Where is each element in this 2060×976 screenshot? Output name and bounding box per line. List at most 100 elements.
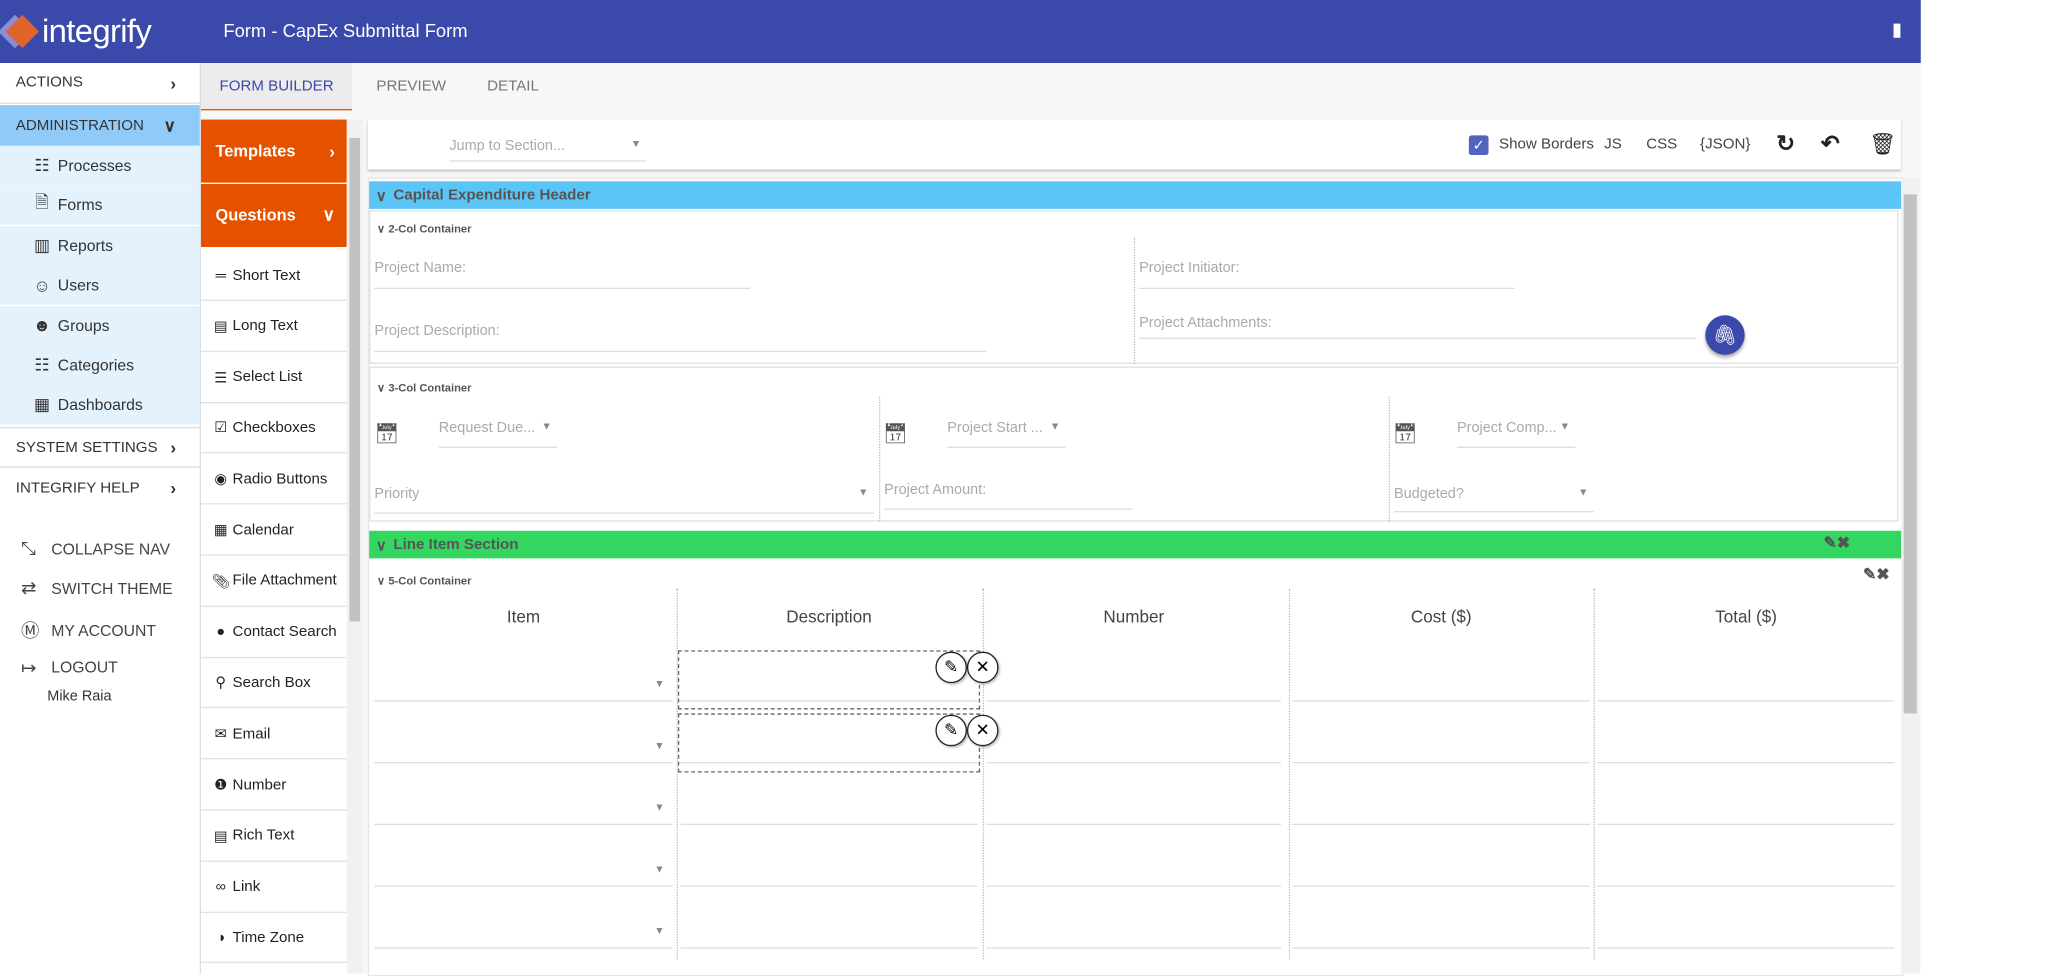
tab-form-builder[interactable]: FORM BUILDER bbox=[201, 63, 353, 112]
tab-preview[interactable]: PREVIEW bbox=[376, 78, 447, 94]
calendar-icon[interactable]: 📅︎ bbox=[882, 423, 908, 446]
form-scrollbar[interactable] bbox=[1901, 178, 1920, 974]
line-item-cell[interactable] bbox=[680, 762, 978, 764]
project-start-date-field[interactable]: Project Start ... ▼ bbox=[947, 420, 1066, 449]
line-item-cell[interactable] bbox=[680, 947, 978, 949]
sidebar-item-dashboards[interactable]: ▦ Dashboards bbox=[0, 385, 200, 425]
line-item-cell[interactable] bbox=[374, 762, 673, 764]
line-item-cell[interactable] bbox=[680, 823, 978, 826]
sidebar-item-groups[interactable]: ☻ Groups bbox=[0, 305, 200, 345]
integrify-logo[interactable]: integrify bbox=[5, 12, 152, 50]
project-name-field[interactable]: Project Name: bbox=[374, 260, 751, 290]
util-collapse-nav[interactable]: ⤡ COLLAPSE NAV bbox=[21, 537, 170, 559]
line-item-cell[interactable] bbox=[986, 885, 1281, 887]
bookmark-icon[interactable]: ▮ bbox=[1891, 18, 1903, 40]
section-header-line-item[interactable]: ∨ Line Item Section bbox=[369, 530, 1902, 559]
calendar-icon[interactable]: 📅︎ bbox=[1392, 423, 1418, 446]
show-borders-toggle[interactable]: ✓ Show Borders bbox=[1468, 120, 1594, 170]
sidebar-item-forms[interactable]: 🗎︎ Forms bbox=[0, 185, 200, 226]
question-type-email[interactable]: ✉ Email bbox=[201, 710, 347, 760]
question-type-long-text[interactable]: ▤ Long Text bbox=[201, 302, 347, 352]
nav-administration[interactable]: ADMINISTRATION ∨ bbox=[0, 105, 200, 146]
questions-scrollbar[interactable] bbox=[346, 119, 363, 974]
line-item-cell[interactable] bbox=[1597, 947, 1895, 949]
line-item-cell[interactable] bbox=[680, 885, 978, 887]
line-item-cell[interactable] bbox=[1292, 947, 1590, 949]
line-item-cell[interactable] bbox=[1597, 823, 1895, 826]
nav-integrify-help[interactable]: INTEGRIFY HELP › bbox=[0, 468, 200, 509]
selected-field-outline[interactable] bbox=[677, 713, 981, 773]
delete-field-button[interactable]: ✕ bbox=[966, 651, 999, 684]
project-amount-field[interactable]: Project Amount: bbox=[884, 482, 1133, 510]
nav-actions[interactable]: ACTIONS › bbox=[0, 63, 200, 104]
question-type-rich-text[interactable]: ▤ Rich Text bbox=[201, 812, 347, 862]
sidebar-item-categories[interactable]: ☷ Categories bbox=[0, 345, 200, 385]
question-type-file-attachment[interactable]: 📎︎ File Attachment bbox=[201, 557, 347, 607]
undo-icon[interactable]: ↶ bbox=[1820, 131, 1840, 157]
line-item-cell[interactable] bbox=[986, 762, 1281, 764]
line-item-cell[interactable] bbox=[680, 700, 978, 702]
section-header-capital[interactable]: ∨ Capital Expenditure Header bbox=[369, 181, 1902, 209]
edit-field-button[interactable]: ✎ bbox=[935, 714, 967, 747]
sidebar-item-processes[interactable]: ☷ Processes bbox=[0, 145, 200, 186]
question-type-link[interactable]: ∞ Link bbox=[201, 863, 347, 913]
priority-select[interactable]: Priority ▼ bbox=[374, 486, 874, 514]
json-button[interactable]: {JSON} bbox=[1700, 136, 1751, 153]
project-attachments-field[interactable]: Project Attachments: bbox=[1139, 315, 1697, 339]
line-item-cell[interactable] bbox=[986, 947, 1281, 949]
line-item-cell[interactable] bbox=[1292, 762, 1590, 764]
refresh-icon[interactable]: ↻ bbox=[1776, 131, 1795, 157]
caret-down-icon[interactable]: ▼ bbox=[654, 801, 665, 814]
questions-header[interactable]: Questions ∨ bbox=[201, 183, 347, 247]
section-edit-delete[interactable]: ✎✖ bbox=[1824, 533, 1850, 551]
line-item-cell[interactable] bbox=[374, 947, 673, 949]
line-item-cell[interactable] bbox=[1597, 700, 1895, 702]
line-item-cell[interactable] bbox=[1292, 885, 1590, 887]
checkbox-checked-icon[interactable]: ✓ bbox=[1468, 134, 1489, 155]
js-button[interactable]: JS bbox=[1604, 136, 1622, 153]
line-item-cell[interactable] bbox=[1292, 700, 1590, 702]
templates-header[interactable]: Templates › bbox=[201, 119, 347, 183]
css-button[interactable]: CSS bbox=[1646, 136, 1678, 153]
project-initiator-field[interactable]: Project Initiator: bbox=[1139, 260, 1515, 290]
question-type-calendar[interactable]: ▦ Calendar bbox=[201, 506, 347, 556]
question-type-contact-search[interactable]: ● Contact Search bbox=[201, 608, 347, 658]
util-logout[interactable]: ↦ LOGOUT bbox=[21, 657, 118, 679]
selected-field-outline[interactable] bbox=[677, 650, 981, 710]
line-item-cell[interactable] bbox=[1597, 762, 1895, 764]
sidebar-item-reports[interactable]: ▥ Reports bbox=[0, 225, 200, 266]
project-completion-date-field[interactable]: Project Comp... ▼ bbox=[1457, 420, 1576, 449]
question-type-search-box[interactable]: ⚲ Search Box bbox=[201, 659, 347, 709]
util-switch-theme[interactable]: ⇄ SWITCH THEME bbox=[21, 577, 173, 599]
calendar-icon[interactable]: 📅︎ bbox=[374, 423, 400, 446]
line-item-cell[interactable] bbox=[1292, 823, 1590, 826]
question-type-number[interactable]: ❶ Number bbox=[201, 761, 347, 811]
trash-icon[interactable]: 🗑︎ bbox=[1869, 134, 1897, 157]
line-item-cell[interactable] bbox=[374, 885, 673, 887]
util-my-account[interactable]: Ⓜ MY ACCOUNT bbox=[21, 617, 156, 643]
nav-system-settings[interactable]: SYSTEM SETTINGS › bbox=[0, 426, 200, 468]
container-edit-delete[interactable]: ✎✖ bbox=[1863, 565, 1889, 583]
caret-down-icon[interactable]: ▼ bbox=[654, 924, 665, 937]
sidebar-item-users[interactable]: ☺ Users bbox=[0, 265, 200, 306]
jump-to-section-select[interactable]: Jump to Section... ▼ bbox=[449, 133, 647, 162]
line-item-cell[interactable] bbox=[374, 700, 673, 702]
caret-down-icon[interactable]: ▼ bbox=[654, 863, 665, 875]
line-item-cell[interactable] bbox=[986, 700, 1281, 702]
question-type-checkboxes[interactable]: ☑ Checkboxes bbox=[201, 404, 347, 454]
attach-button[interactable]: 🖇︎ bbox=[1705, 315, 1745, 355]
delete-field-button[interactable]: ✕ bbox=[966, 714, 999, 747]
budgeted-select[interactable]: Budgeted? ▼ bbox=[1393, 486, 1594, 513]
caret-down-icon[interactable]: ▼ bbox=[654, 739, 665, 752]
question-type-select-list[interactable]: ☰ Select List bbox=[201, 353, 347, 403]
line-item-cell[interactable] bbox=[1597, 885, 1895, 887]
caret-down-icon[interactable]: ▼ bbox=[654, 677, 665, 690]
request-due-date-field[interactable]: Request Due... ▼ bbox=[438, 420, 558, 449]
project-description-field[interactable]: Project Description: bbox=[374, 323, 987, 353]
line-item-cell[interactable] bbox=[986, 823, 1281, 826]
tab-detail[interactable]: DETAIL bbox=[487, 78, 539, 94]
edit-field-button[interactable]: ✎ bbox=[935, 651, 967, 684]
line-item-cell[interactable] bbox=[374, 823, 673, 826]
question-type-short-text[interactable]: ═ Short Text bbox=[201, 251, 347, 301]
question-type-radio-buttons[interactable]: ◉ Radio Buttons bbox=[201, 455, 347, 505]
